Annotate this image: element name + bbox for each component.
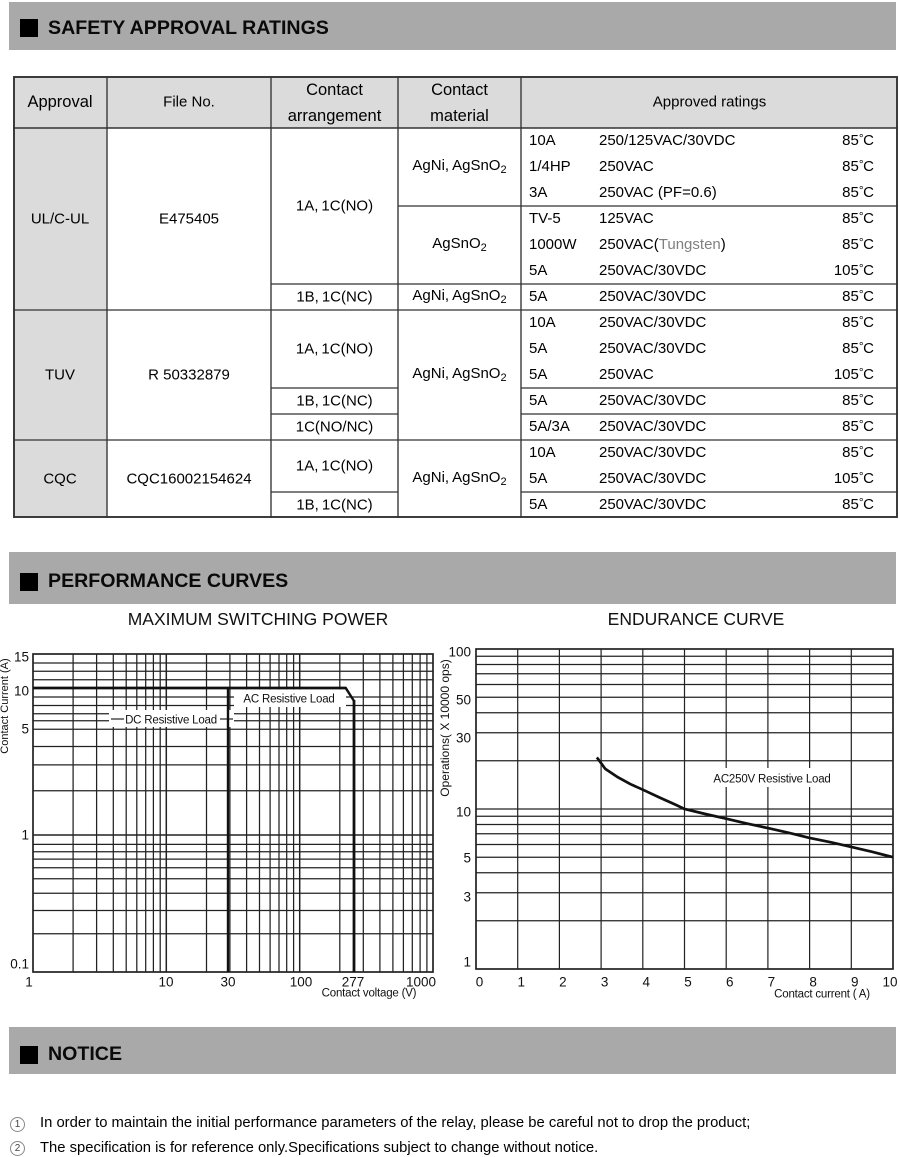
svg-text:4: 4	[643, 975, 651, 990]
svg-text:15: 15	[14, 650, 29, 665]
svg-text:Contact voltage (V): Contact voltage (V)	[322, 988, 417, 1000]
svg-text:1: 1	[463, 955, 471, 970]
svg-text:Operations( X 10000 ops): Operations( X 10000 ops)	[440, 659, 452, 796]
svg-text:1: 1	[25, 975, 33, 990]
svg-text:30: 30	[220, 975, 235, 990]
svg-text:10: 10	[882, 975, 897, 990]
svg-text:10: 10	[456, 805, 471, 820]
svg-text:277: 277	[342, 975, 365, 990]
svg-text:3: 3	[463, 890, 471, 905]
svg-text:Contact current ( A): Contact current ( A)	[774, 989, 870, 1001]
svg-text:50: 50	[456, 693, 471, 708]
svg-text:6: 6	[726, 975, 734, 990]
svg-text:100: 100	[448, 645, 471, 660]
svg-text:2: 2	[559, 975, 567, 990]
svg-text:0: 0	[476, 975, 484, 990]
svg-text:1: 1	[21, 828, 29, 843]
svg-text:1: 1	[517, 975, 525, 990]
svg-text:Contact Current (A): Contact Current (A)	[0, 658, 11, 753]
svg-text:1000: 1000	[406, 975, 436, 990]
svg-text:5: 5	[684, 975, 692, 990]
svg-text:3: 3	[601, 975, 609, 990]
svg-text:0.1: 0.1	[10, 957, 29, 972]
svg-text:9: 9	[851, 975, 859, 990]
svg-text:AC Resistive Load: AC Resistive Load	[243, 694, 334, 706]
svg-text:7: 7	[768, 975, 776, 990]
svg-text:5: 5	[21, 722, 29, 737]
svg-text:8: 8	[809, 975, 817, 990]
svg-text:AC250V Resistive Load: AC250V Resistive Load	[713, 774, 830, 786]
svg-text:5: 5	[463, 851, 471, 866]
svg-text:30: 30	[456, 731, 471, 746]
svg-text:10: 10	[158, 975, 173, 990]
svg-text:DC Resistive Load: DC Resistive Load	[125, 715, 217, 727]
svg-text:10: 10	[14, 684, 29, 699]
svg-text:100: 100	[290, 975, 313, 990]
